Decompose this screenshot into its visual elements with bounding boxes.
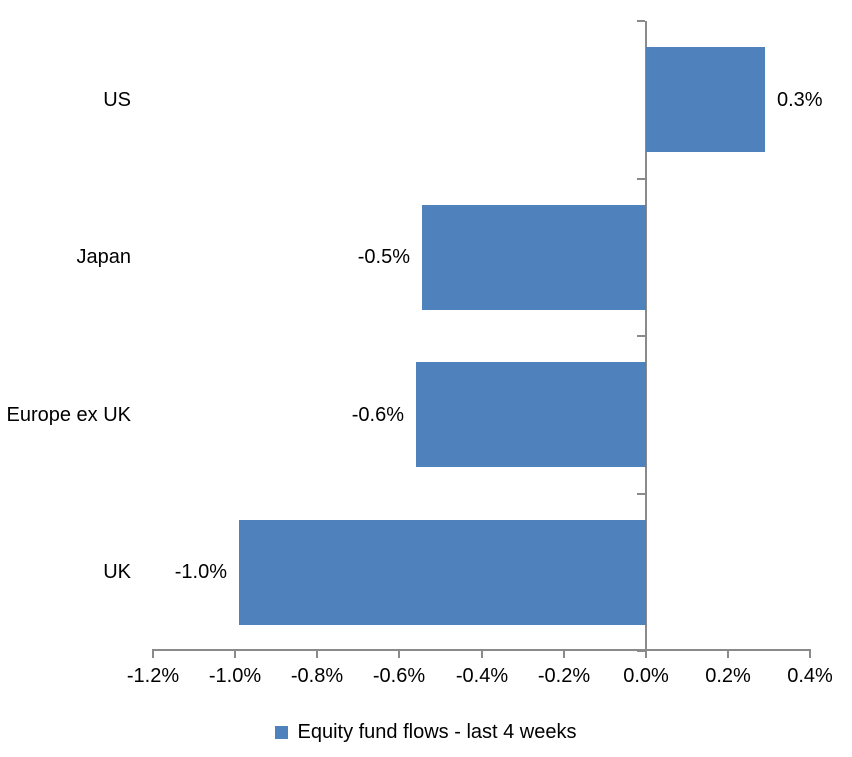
x-axis-tick-label: -0.8% bbox=[290, 665, 344, 687]
bar-japan bbox=[422, 205, 646, 310]
x-axis-tick bbox=[234, 649, 236, 658]
x-axis-tick-label: 0.0% bbox=[623, 665, 669, 687]
x-axis-tick bbox=[316, 649, 318, 658]
y-axis-line bbox=[645, 21, 647, 651]
x-axis-tick bbox=[809, 649, 811, 658]
x-axis-tick bbox=[481, 649, 483, 658]
x-axis-tick-label: -0.6% bbox=[372, 665, 426, 687]
legend-label: Equity fund flows - last 4 weeks bbox=[297, 721, 577, 743]
category-label: Japan bbox=[76, 246, 132, 268]
y-axis-tick bbox=[637, 178, 645, 180]
x-axis-tick bbox=[645, 649, 647, 658]
bar-uk bbox=[239, 520, 646, 625]
data-label: -0.5% bbox=[357, 246, 410, 268]
x-axis-tick bbox=[727, 649, 729, 658]
bar-europe-ex-uk bbox=[416, 362, 646, 467]
x-axis-tick bbox=[398, 649, 400, 658]
x-axis-tick bbox=[152, 649, 154, 658]
x-axis-tick bbox=[563, 649, 565, 658]
x-axis-tick-label: -0.2% bbox=[537, 665, 591, 687]
x-axis-tick-label: -1.0% bbox=[208, 665, 262, 687]
bar-us bbox=[646, 47, 765, 152]
x-axis-tick-label: -0.4% bbox=[455, 665, 509, 687]
x-axis-tick-label: 0.2% bbox=[705, 665, 751, 687]
data-label: -0.6% bbox=[351, 404, 404, 426]
category-label: US bbox=[103, 89, 131, 111]
y-axis-tick bbox=[637, 20, 645, 22]
category-label: UK bbox=[103, 561, 131, 583]
legend-swatch-icon bbox=[275, 725, 289, 739]
data-label: -1.0% bbox=[174, 561, 227, 583]
y-axis-tick bbox=[637, 335, 645, 337]
y-axis-tick bbox=[637, 493, 645, 495]
legend: Equity fund flows - last 4 weeks bbox=[0, 720, 852, 744]
data-label: 0.3% bbox=[777, 89, 823, 111]
x-axis-tick-label: 0.4% bbox=[787, 665, 833, 687]
category-label: Europe ex UK bbox=[6, 404, 131, 426]
y-axis-tick bbox=[637, 650, 645, 652]
x-axis-tick-label: -1.2% bbox=[126, 665, 180, 687]
